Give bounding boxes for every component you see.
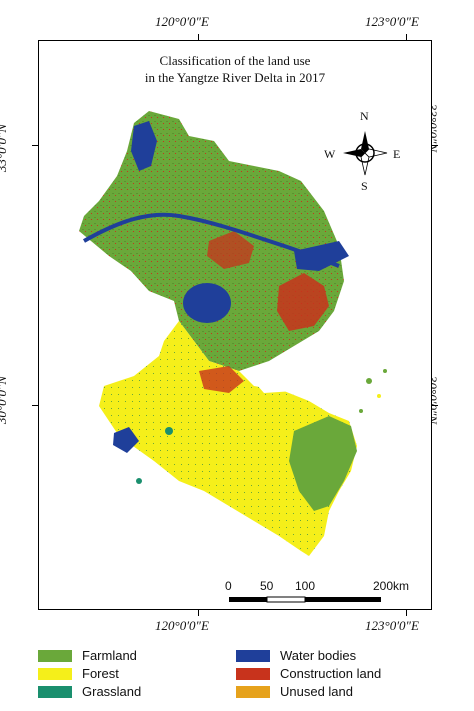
lat-label-left-30: 30°0′0″N xyxy=(0,375,10,425)
compass-n-label: N xyxy=(360,109,369,123)
legend-swatch-farmland xyxy=(38,649,72,662)
legend-water-bodies: Water bodies xyxy=(236,648,356,663)
forest-region-south xyxy=(99,321,357,556)
farmland-region-coast xyxy=(289,416,357,511)
tick-top-123 xyxy=(406,34,407,40)
scale-unit: km xyxy=(393,579,410,593)
river-mouth xyxy=(294,241,349,271)
tick-right-30 xyxy=(432,405,438,406)
lat-label-left-33: 33°0′0″N xyxy=(0,123,10,173)
legend-label-water-bodies: Water bodies xyxy=(280,648,357,663)
map-title-line1: Classification of the land use xyxy=(159,53,311,68)
scale-bar xyxy=(229,596,381,603)
legend-swatch-forest xyxy=(38,667,72,680)
legend-grassland: Grassland xyxy=(38,684,141,699)
tick-top-120 xyxy=(198,34,199,40)
island-4 xyxy=(383,369,387,373)
lon-label-top-120: 120°0′0″E xyxy=(155,14,209,29)
island-3 xyxy=(359,409,363,413)
scale-label-50: 50 xyxy=(260,579,274,593)
legend-swatch-unused-land xyxy=(236,685,270,698)
construction-cluster-shanghai xyxy=(277,273,329,331)
tick-bottom-120 xyxy=(198,610,199,616)
lon-label-bottom-123: 123°0′0″E xyxy=(365,618,419,633)
tick-right-33 xyxy=(432,145,438,146)
tick-left-30 xyxy=(32,405,38,406)
legend-label-construction-land: Construction land xyxy=(280,666,382,681)
grassland-patch-2 xyxy=(136,478,142,484)
lake-hongze xyxy=(131,121,157,171)
legend-construction-land: Construction land xyxy=(236,666,381,681)
legend-farmland: Farmland xyxy=(38,648,137,663)
legend-label-unused-land: Unused land xyxy=(280,684,353,699)
scale-label-100: 100 xyxy=(295,579,316,593)
tick-left-33 xyxy=(32,145,38,146)
map-frame: Classification of the land use in the Ya… xyxy=(38,40,432,610)
qiandao-lake xyxy=(113,427,139,453)
legend-swatch-water-bodies xyxy=(236,649,270,662)
legend-label-farmland: Farmland xyxy=(82,648,137,663)
compass-e-label: E xyxy=(393,147,401,161)
lon-label-bottom-120: 120°0′0″E xyxy=(155,618,209,633)
scale-label-200: 200km xyxy=(373,579,409,593)
island-2 xyxy=(377,394,381,398)
legend-label-forest: Forest xyxy=(82,666,119,681)
tick-bottom-123 xyxy=(406,610,407,616)
construction-cluster-central xyxy=(207,231,254,269)
compass-rose xyxy=(343,131,388,176)
legend-swatch-grassland xyxy=(38,685,72,698)
scale-label-200-value: 200 xyxy=(373,579,394,593)
legend-swatch-construction-land xyxy=(236,667,270,680)
legend-forest: Forest xyxy=(38,666,119,681)
map-title-line2: in the Yangtze River Delta in 2017 xyxy=(144,70,326,85)
compass-s-label: S xyxy=(361,179,368,193)
legend-label-grassland: Grassland xyxy=(82,684,142,699)
taihu-lake xyxy=(183,283,231,323)
island-1 xyxy=(366,378,372,384)
hangzhou-bay xyxy=(249,366,321,393)
land-use-map xyxy=(79,111,388,603)
legend-unused-land: Unused land xyxy=(236,684,353,699)
compass-w-label: W xyxy=(324,147,336,161)
lon-label-top-123: 123°0′0″E xyxy=(365,14,419,29)
grassland-patch-1 xyxy=(165,427,173,435)
scale-label-0: 0 xyxy=(225,579,232,593)
construction-cluster-south xyxy=(199,366,244,393)
